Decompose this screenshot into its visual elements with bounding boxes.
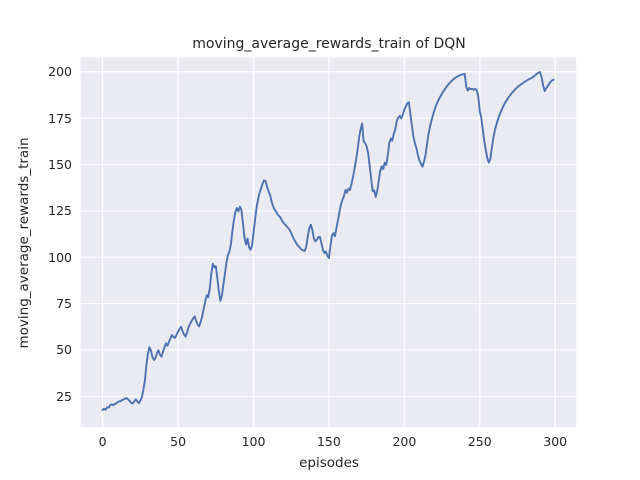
y-tick-label-100: 100 xyxy=(48,249,72,265)
x-tick-label-100: 100 xyxy=(241,434,266,449)
x-tick-label-0: 0 xyxy=(98,434,107,449)
y-tick-label-175: 175 xyxy=(48,110,72,126)
y-tick-label-75: 75 xyxy=(56,296,72,312)
x-tick-label-300: 300 xyxy=(543,434,568,449)
y-tick-label-50: 50 xyxy=(56,342,72,358)
series-line xyxy=(101,71,555,411)
x-tick-label-250: 250 xyxy=(467,434,492,449)
x-axis-label: episodes xyxy=(299,455,359,471)
y-tick-label-25: 25 xyxy=(56,388,72,404)
x-tick-label-150: 150 xyxy=(316,434,341,449)
y-tick-label-125: 125 xyxy=(48,203,72,219)
x-tick-label-50: 50 xyxy=(170,434,187,449)
y-tick-label-150: 150 xyxy=(48,156,72,172)
y-tick-label-200: 200 xyxy=(48,64,72,80)
chart-title: moving_average_rewards_train of DQN xyxy=(192,36,466,52)
x-tick-label-200: 200 xyxy=(392,434,417,449)
